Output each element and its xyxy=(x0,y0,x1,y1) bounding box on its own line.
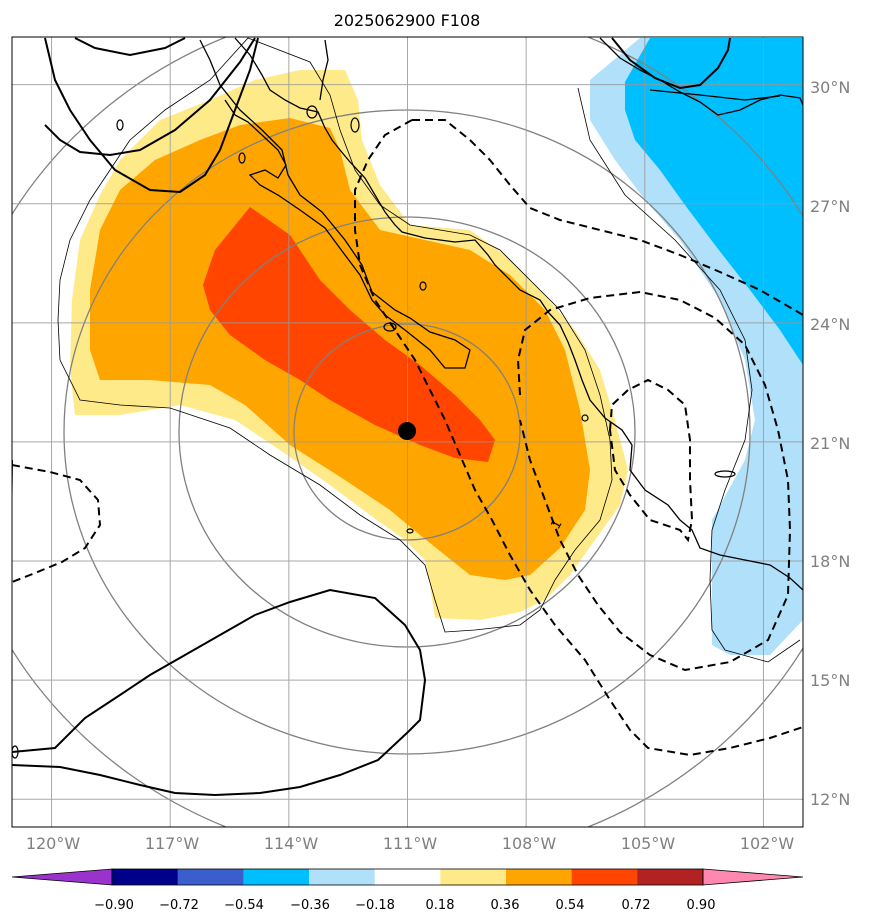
mainland-inland-trace xyxy=(649,89,781,101)
island-6 xyxy=(406,528,414,534)
colorbar-tick-8: 0.72 xyxy=(622,898,651,913)
field-red-orange xyxy=(203,207,495,462)
figure-title: 2025062900 F108 xyxy=(334,11,481,30)
colorbar-tick-3: −0.36 xyxy=(290,898,330,913)
colorbar-segment-6 xyxy=(506,869,573,885)
solid-black-contours xyxy=(12,37,731,797)
colorbar-tick-7: 0.54 xyxy=(556,898,585,913)
map-frame xyxy=(11,36,804,828)
colorbar-tick-0: −0.90 xyxy=(94,898,134,913)
solid-contour-northwest-2 xyxy=(74,37,186,57)
colorbar-extend-high xyxy=(702,868,804,886)
lat-label-12: 12°N xyxy=(810,790,850,809)
mainland-coast-north xyxy=(234,37,803,591)
lat-label-21: 21°N xyxy=(810,434,850,453)
island-7 xyxy=(714,470,736,478)
lon-label-111: 111°W xyxy=(383,834,438,853)
lon-label-120: 120°W xyxy=(26,834,81,853)
colorbar-segment-4 xyxy=(374,869,441,885)
island-2 xyxy=(238,152,246,164)
island-3 xyxy=(350,117,360,133)
lat-label-15: 15°N xyxy=(810,671,850,690)
lon-label-114: 114°W xyxy=(264,834,319,853)
coast-north-small xyxy=(319,39,329,101)
dashed-contour-track-arc xyxy=(412,119,803,316)
solid-contour-south xyxy=(12,588,427,797)
dashed-contour-small-loop xyxy=(608,378,694,543)
lat-label-24: 24°N xyxy=(810,315,850,334)
island-9 xyxy=(306,105,318,119)
latitude-labels: 30°N 27°N 24°N 21°N 18°N 15°N 12°N xyxy=(810,78,850,809)
island-10 xyxy=(419,281,427,291)
dashed-black-contours xyxy=(12,119,803,757)
longitude-labels: 120°W 117°W 114°W 111°W 108°W 105°W 102°… xyxy=(26,834,795,853)
colorbar-segment-2 xyxy=(243,869,310,885)
dashed-contour-main-track xyxy=(354,119,803,757)
colorbar-segment-7 xyxy=(571,869,638,885)
colorbar-segment-1 xyxy=(177,869,244,885)
colorbar-tick-5: 0.18 xyxy=(426,898,455,913)
solid-contour-northwest-1 xyxy=(44,37,259,194)
colorbar-tick-9: 0.90 xyxy=(687,898,716,913)
field-deep-sky-blue xyxy=(625,38,803,365)
storm-center-marker xyxy=(398,422,416,440)
dashed-contour-west xyxy=(12,464,102,583)
solid-contour-north xyxy=(44,37,256,157)
lon-label-108: 108°W xyxy=(502,834,557,853)
colorbar-tick-2: −0.54 xyxy=(224,898,264,913)
colorbar-outline xyxy=(111,868,704,886)
mainland-coast-east xyxy=(599,37,803,116)
colorbar-segment-0 xyxy=(112,869,179,885)
lat-label-18: 18°N xyxy=(810,552,850,571)
lon-label-102: 102°W xyxy=(740,834,795,853)
solid-contour-northeast xyxy=(611,37,731,90)
colorbar xyxy=(11,868,804,886)
coastlines xyxy=(199,37,803,591)
baja-peninsula-coast xyxy=(199,39,471,369)
colorbar-tick-labels: −0.90 −0.72 −0.54 −0.36 −0.18 0.18 0.36 … xyxy=(94,898,715,913)
colorbar-extend-low xyxy=(11,868,113,886)
colorbar-tick-1: −0.72 xyxy=(159,898,199,913)
lat-label-27: 27°N xyxy=(810,197,850,216)
lon-label-105: 105°W xyxy=(621,834,676,853)
colorbar-segment-3 xyxy=(309,869,376,885)
lat-label-30: 30°N xyxy=(810,78,850,97)
island-1 xyxy=(116,119,124,131)
colorbar-segment-5 xyxy=(440,869,507,885)
colorbar-tick-6: 0.36 xyxy=(491,898,520,913)
colorbar-tick-4: −0.18 xyxy=(355,898,395,913)
thin-contours xyxy=(57,37,801,663)
shaded-field xyxy=(70,38,803,655)
thin-contour-east xyxy=(577,87,801,663)
map-area: 1 xyxy=(12,37,803,827)
lon-label-117: 117°W xyxy=(145,834,200,853)
island-5 xyxy=(581,414,589,422)
thin-contour-outer xyxy=(57,37,613,633)
colorbar-segment-8 xyxy=(637,869,704,885)
